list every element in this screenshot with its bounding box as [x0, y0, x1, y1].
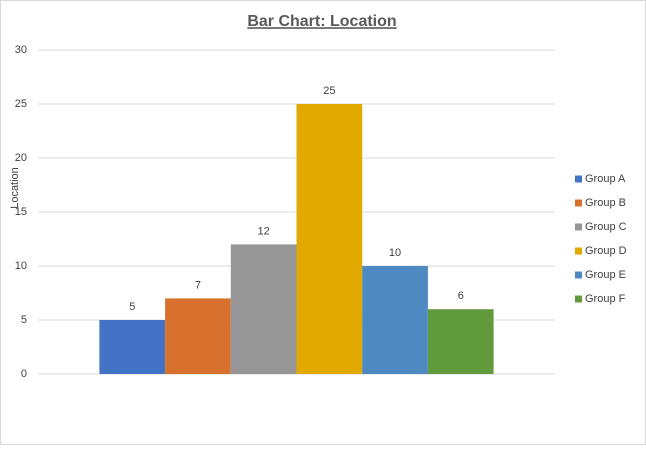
y-tick-label: 25	[15, 98, 27, 110]
y-tick-label: 20	[15, 152, 27, 164]
data-label: 7	[195, 279, 201, 291]
legend-label: Group A	[585, 173, 626, 185]
bar	[99, 320, 166, 374]
chart-title: Bar Chart: Location	[247, 13, 396, 30]
y-tick-label: 10	[15, 260, 27, 272]
legend-swatch	[575, 247, 582, 255]
data-label: 10	[389, 247, 401, 259]
y-tick-label: 0	[21, 368, 27, 380]
y-axis-label: Location	[9, 167, 21, 209]
data-label: 6	[458, 290, 464, 302]
legend-swatch	[575, 223, 582, 231]
bar	[362, 266, 428, 374]
legend-label: Group E	[585, 269, 626, 281]
bar	[427, 309, 494, 374]
bar	[165, 298, 231, 374]
y-tick-label: 30	[15, 44, 27, 56]
data-label: 25	[323, 85, 335, 97]
legend-label: Group B	[585, 197, 626, 209]
legend-swatch	[575, 271, 582, 279]
y-tick-label: 15	[15, 206, 27, 218]
legend-swatch	[575, 175, 582, 183]
y-tick-label: 5	[21, 314, 27, 326]
data-label: 5	[129, 301, 135, 313]
bar	[230, 244, 297, 374]
legend-label: Group F	[585, 293, 626, 305]
legend-label: Group D	[585, 245, 627, 257]
legend-swatch	[575, 295, 582, 303]
legend-label: Group C	[585, 221, 627, 233]
legend-swatch	[575, 199, 582, 207]
data-label: 12	[258, 225, 270, 237]
bar	[296, 104, 363, 374]
